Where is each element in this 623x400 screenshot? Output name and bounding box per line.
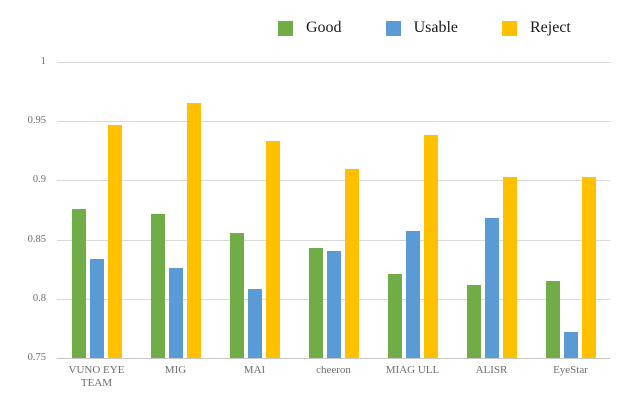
legend-swatch-good xyxy=(278,20,293,36)
y-tick-label: 0.8 xyxy=(32,292,46,304)
x-axis-line xyxy=(57,358,610,359)
bar-usable xyxy=(168,268,183,358)
bar-reject xyxy=(581,176,596,358)
bar-usable xyxy=(405,231,420,358)
bar-good xyxy=(150,213,165,358)
y-tick-label: 0.9 xyxy=(32,174,46,186)
bar-reject xyxy=(502,176,517,358)
legend-item-usable: Usable xyxy=(385,19,458,36)
bar-group xyxy=(294,62,373,358)
x-category-label: EyeStar xyxy=(553,364,588,376)
legend-label: Reject xyxy=(530,19,571,36)
bar-good xyxy=(466,284,481,358)
gridline xyxy=(57,62,610,63)
x-category-label: MIAG ULL xyxy=(385,364,440,376)
legend-item-reject: Reject xyxy=(502,20,571,36)
bar-usable xyxy=(89,258,104,358)
gridline xyxy=(57,239,610,241)
y-tick-label: 1 xyxy=(40,56,46,67)
bar-group xyxy=(215,62,294,358)
bar-good xyxy=(229,232,244,358)
x-category-label: cheeron xyxy=(316,364,351,376)
x-axis: VUNO EYE TEAM MIG MAI cheeron MIAG ULL ALISR E… xyxy=(57,364,610,390)
bar-usable xyxy=(247,289,262,358)
legend-label: Usable xyxy=(413,19,458,36)
bar-reject xyxy=(423,135,438,358)
bar-good xyxy=(308,247,323,358)
bar-reject xyxy=(344,168,359,358)
legend: Good Usable Reject xyxy=(278,20,571,36)
bar-reject xyxy=(186,103,201,358)
bar-good xyxy=(71,208,86,358)
legend-label: Good xyxy=(306,19,342,36)
bar-reject xyxy=(107,124,122,358)
y-tick-label: 0.75 xyxy=(27,352,46,363)
y-tick-label: 0.85 xyxy=(27,233,46,245)
gridline xyxy=(57,121,610,123)
legend-item-good: Good xyxy=(278,20,342,36)
x-category-label: MIG xyxy=(164,364,187,376)
x-category-label: ALISR xyxy=(475,364,508,376)
plot-area xyxy=(57,62,610,359)
bar-group xyxy=(452,62,531,358)
bar-usable xyxy=(484,218,499,358)
bar-reject xyxy=(265,141,280,358)
legend-swatch-reject xyxy=(502,20,517,36)
bar-usable xyxy=(563,331,578,358)
x-category-label: MAI xyxy=(243,364,266,376)
x-category-label: VUNO EYE TEAM xyxy=(68,364,125,390)
bar-group xyxy=(531,62,610,358)
bar-group xyxy=(373,62,452,358)
bar-group xyxy=(57,62,136,358)
bar-group xyxy=(136,62,215,358)
bar-good xyxy=(545,281,560,358)
legend-swatch-usable xyxy=(385,20,401,36)
bar-usable xyxy=(326,251,341,358)
y-tick-label: 0.95 xyxy=(27,115,46,127)
gridline xyxy=(57,180,610,182)
bar-good xyxy=(387,273,402,358)
